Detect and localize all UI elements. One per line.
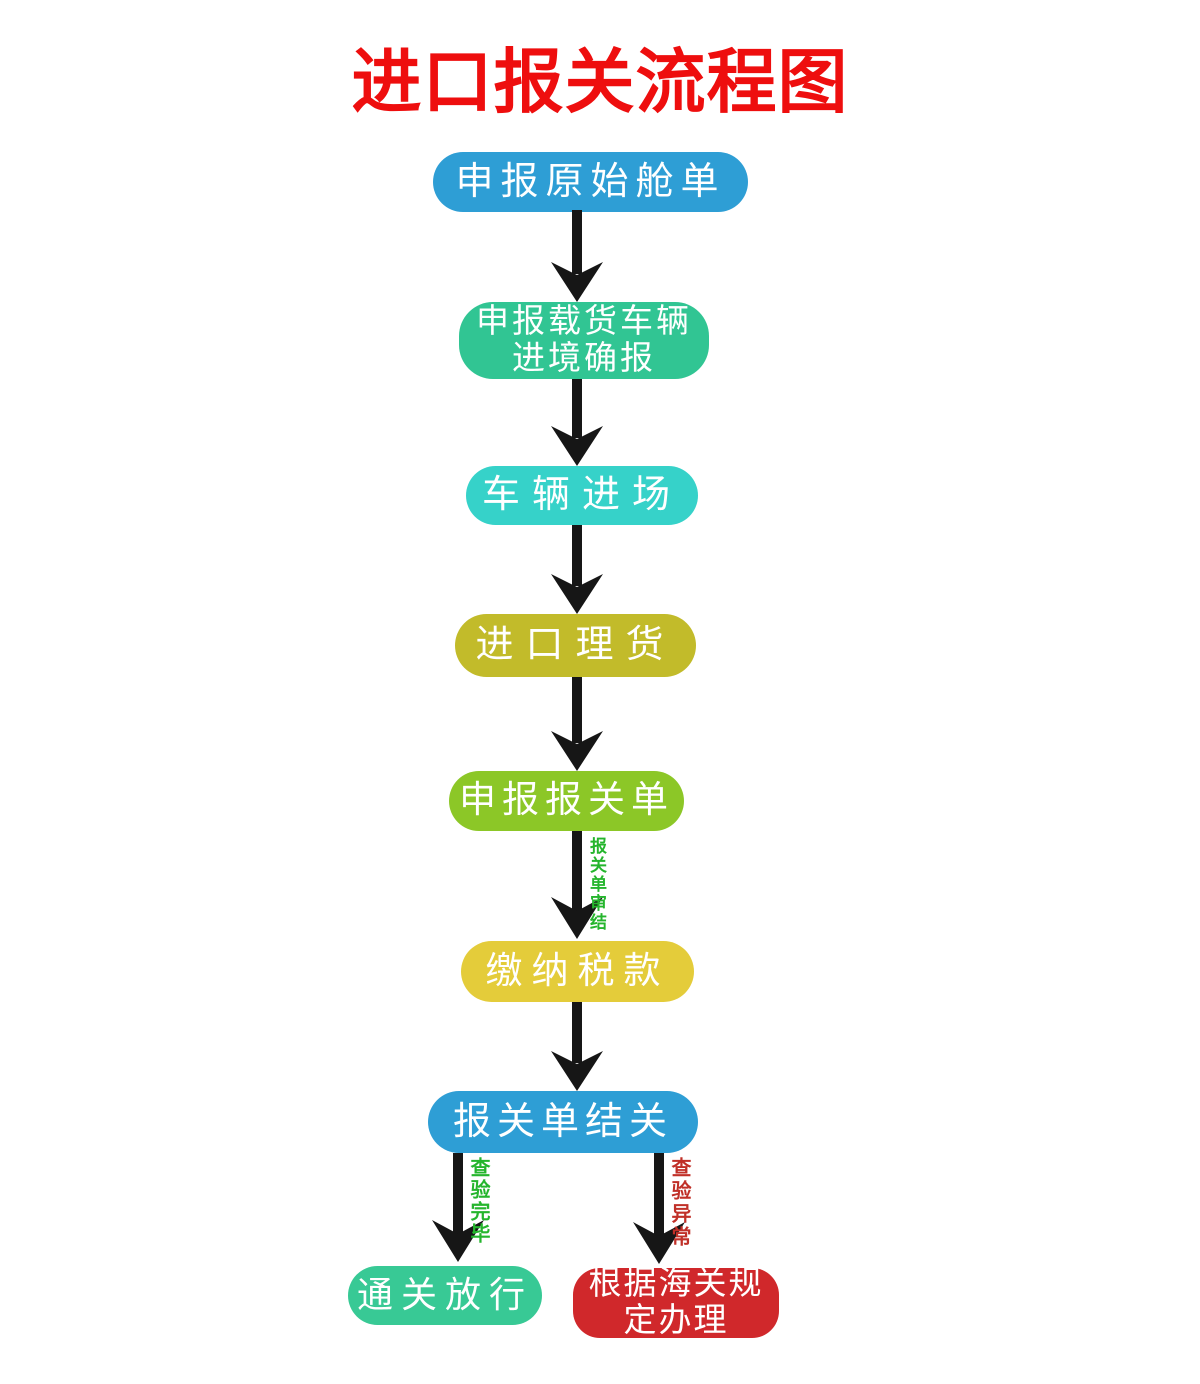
page-title: 进口报关流程图 bbox=[351, 45, 849, 122]
node-declare-customs-form: 申报报关单 bbox=[449, 771, 684, 831]
flow-arrow-review bbox=[549, 831, 605, 939]
node-customs-form-clearance: 报关单结关 bbox=[428, 1091, 698, 1153]
arrow-down-icon bbox=[432, 1153, 484, 1262]
node-label: 定办理 bbox=[623, 1303, 729, 1339]
flow-arrow-4 bbox=[549, 677, 605, 771]
node-label: 报关单结关 bbox=[452, 1100, 673, 1143]
node-label: 申报报关单 bbox=[459, 780, 674, 822]
flow-arrow-inspection-complete bbox=[430, 1153, 486, 1262]
arrow-down-icon bbox=[551, 210, 603, 302]
edge-label-inspection-abnormal: 查验异常 bbox=[668, 1157, 690, 1249]
node-declare-cargo-vehicle-entry: 申报载货车辆 进境确报 bbox=[459, 302, 709, 379]
node-vehicle-entry: 车辆进场 bbox=[466, 466, 698, 525]
node-pay-taxes: 缴纳税款 bbox=[461, 941, 694, 1002]
arrow-down-icon bbox=[551, 379, 603, 466]
arrow-down-icon bbox=[551, 1002, 603, 1091]
node-label: 进境确报 bbox=[512, 340, 656, 377]
arrow-down-icon bbox=[551, 525, 603, 614]
flow-arrow-1 bbox=[549, 210, 605, 302]
node-label: 缴纳税款 bbox=[485, 950, 670, 992]
node-label: 车辆进场 bbox=[481, 474, 682, 517]
edge-label-inspection-complete: 查验完毕 bbox=[467, 1157, 489, 1245]
node-import-tally: 进口理货 bbox=[455, 614, 696, 677]
arrow-down-icon bbox=[551, 677, 603, 771]
node-label: 申报载货车辆 bbox=[476, 303, 692, 340]
node-handle-per-customs-rules: 根据海关规 定办理 bbox=[573, 1266, 779, 1339]
node-label: 进口理货 bbox=[475, 624, 676, 667]
edge-label-declaration-approved: 报关单审结 bbox=[587, 837, 606, 932]
arrow-down-icon bbox=[551, 831, 603, 939]
node-customs-release: 通关放行 bbox=[348, 1266, 542, 1325]
node-label: 通关放行 bbox=[356, 1275, 533, 1316]
node-label: 申报原始舱单 bbox=[455, 160, 726, 203]
flow-arrow-6 bbox=[549, 1002, 605, 1091]
arrow-down-icon bbox=[633, 1153, 685, 1264]
flow-arrow-inspection-abnormal bbox=[631, 1153, 687, 1264]
node-declare-original-manifest: 申报原始舱单 bbox=[433, 152, 748, 212]
flow-arrow-2 bbox=[549, 379, 605, 466]
flow-arrow-3 bbox=[549, 525, 605, 614]
node-label: 根据海关规 bbox=[588, 1266, 764, 1303]
